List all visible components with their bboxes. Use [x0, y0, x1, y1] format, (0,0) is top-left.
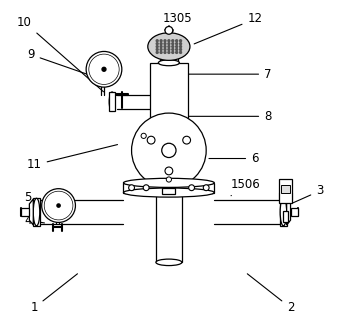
- Text: 1: 1: [30, 274, 77, 314]
- Circle shape: [168, 51, 170, 53]
- Circle shape: [164, 49, 166, 50]
- Ellipse shape: [123, 188, 214, 197]
- Text: 5: 5: [24, 191, 54, 204]
- Circle shape: [172, 51, 174, 53]
- Bar: [283, 212, 288, 222]
- Text: 2: 2: [247, 274, 294, 314]
- Text: 9: 9: [27, 48, 103, 80]
- Circle shape: [172, 49, 174, 50]
- Circle shape: [168, 40, 170, 42]
- Bar: [123, 183, 214, 193]
- Circle shape: [180, 40, 181, 42]
- Ellipse shape: [33, 198, 40, 226]
- Bar: [281, 185, 290, 193]
- Circle shape: [180, 51, 181, 53]
- Circle shape: [180, 49, 181, 50]
- Circle shape: [44, 191, 73, 220]
- Polygon shape: [29, 199, 33, 225]
- Circle shape: [176, 43, 178, 45]
- Circle shape: [172, 46, 174, 48]
- Bar: [21, 208, 29, 216]
- Circle shape: [160, 43, 162, 45]
- Circle shape: [156, 43, 158, 45]
- Text: 8: 8: [178, 110, 271, 123]
- Circle shape: [203, 185, 209, 191]
- Circle shape: [160, 51, 162, 53]
- Bar: [150, 63, 188, 175]
- Text: 3: 3: [293, 184, 323, 203]
- Circle shape: [166, 177, 172, 182]
- Circle shape: [165, 26, 173, 34]
- Circle shape: [164, 46, 166, 48]
- Circle shape: [156, 49, 158, 50]
- Circle shape: [86, 51, 122, 87]
- Circle shape: [57, 204, 60, 207]
- Bar: [109, 92, 115, 112]
- Circle shape: [189, 185, 194, 191]
- Circle shape: [147, 136, 155, 144]
- Circle shape: [165, 167, 173, 175]
- Circle shape: [183, 136, 191, 144]
- Circle shape: [160, 40, 162, 42]
- Ellipse shape: [123, 178, 214, 187]
- Circle shape: [164, 40, 166, 42]
- Circle shape: [89, 54, 119, 84]
- Circle shape: [180, 43, 181, 45]
- Circle shape: [129, 185, 134, 191]
- Ellipse shape: [148, 33, 190, 60]
- Bar: [162, 188, 175, 194]
- Circle shape: [156, 40, 158, 42]
- Circle shape: [164, 51, 166, 53]
- Circle shape: [162, 143, 176, 157]
- Circle shape: [168, 43, 170, 45]
- Bar: [279, 179, 293, 203]
- Bar: [33, 198, 40, 226]
- Circle shape: [141, 133, 146, 139]
- Ellipse shape: [109, 92, 115, 112]
- Text: 4: 4: [24, 214, 44, 227]
- Bar: [280, 198, 287, 226]
- Text: 10: 10: [17, 16, 104, 92]
- Text: 1506: 1506: [230, 178, 260, 196]
- Circle shape: [176, 51, 178, 53]
- Circle shape: [160, 49, 162, 50]
- Bar: [156, 193, 182, 262]
- Circle shape: [176, 46, 178, 48]
- Ellipse shape: [280, 198, 287, 226]
- Text: 6: 6: [209, 152, 258, 165]
- Text: 11: 11: [27, 145, 118, 172]
- Circle shape: [164, 43, 166, 45]
- Circle shape: [172, 40, 174, 42]
- Circle shape: [132, 113, 206, 188]
- Circle shape: [156, 46, 158, 48]
- Ellipse shape: [158, 60, 179, 66]
- Bar: [160, 53, 178, 63]
- Bar: [291, 208, 298, 216]
- Circle shape: [176, 40, 178, 42]
- Text: 1305: 1305: [162, 13, 192, 41]
- Text: 12: 12: [194, 13, 262, 44]
- Circle shape: [42, 189, 75, 222]
- Circle shape: [180, 46, 181, 48]
- Ellipse shape: [156, 259, 182, 266]
- Circle shape: [143, 185, 149, 191]
- Text: 7: 7: [178, 68, 271, 81]
- Polygon shape: [287, 199, 291, 225]
- Circle shape: [102, 67, 106, 71]
- Circle shape: [160, 46, 162, 48]
- Circle shape: [168, 46, 170, 48]
- Circle shape: [156, 51, 158, 53]
- Circle shape: [168, 49, 170, 50]
- Circle shape: [176, 49, 178, 50]
- Circle shape: [172, 43, 174, 45]
